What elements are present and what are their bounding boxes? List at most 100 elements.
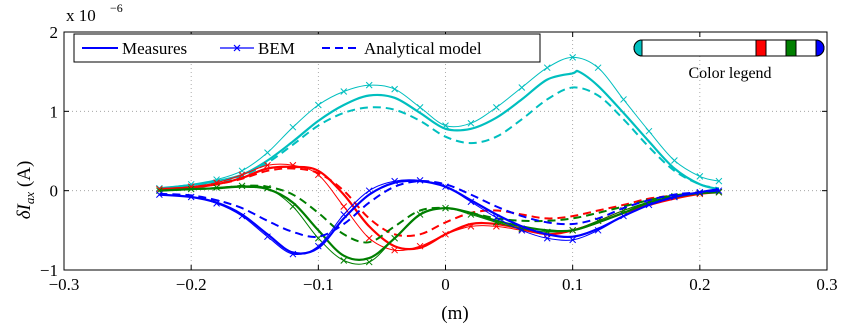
cyan-bem-marker (594, 64, 602, 72)
y-axis-label: δIax (A) (14, 161, 37, 220)
series-layer (156, 54, 723, 266)
cyan-bem-marker (442, 122, 449, 129)
y-exponent-label: x 10 (66, 6, 96, 25)
color-legend-cyan (633, 39, 643, 57)
color-legend-green (785, 39, 797, 57)
green-bem-marker (340, 257, 348, 264)
cyan-bem-line (159, 56, 720, 189)
color-legend: Color legend (633, 39, 825, 82)
green-bem-marker (213, 184, 220, 191)
cyan-bem-marker (467, 119, 475, 127)
cyan-bem-marker (715, 177, 723, 185)
color-legend-label: Color legend (688, 65, 771, 82)
legend-box (73, 33, 541, 63)
x-axis-label: (m) (441, 303, 468, 324)
blue-bem-marker (365, 187, 373, 195)
red-bem-marker (365, 234, 373, 242)
green-bem-marker (187, 185, 195, 193)
red-bem-marker (340, 203, 348, 210)
blue-bem-marker (715, 187, 723, 195)
cyan-bem-marker (569, 54, 577, 61)
blue-bem-marker (213, 200, 220, 207)
cyan-measures-line (159, 69, 720, 191)
green-bem-marker (391, 234, 398, 242)
cyan-bem-marker (645, 127, 653, 135)
green-bem-marker (569, 226, 577, 234)
blue-bem-marker (518, 226, 526, 234)
red-analytical-line (159, 167, 719, 238)
y-tick-label: 2 (50, 23, 59, 42)
blue-bem-marker (696, 188, 704, 196)
red-bem-marker (264, 161, 271, 169)
cyan-bem-marker (620, 96, 627, 103)
svg-text:δIax (A): δIax (A) (14, 161, 37, 220)
blue-bem-marker (442, 183, 449, 191)
green-bem-marker (314, 234, 322, 242)
x-tick-label: −0.1 (303, 275, 334, 294)
y-exponent-power: −6 (110, 1, 123, 15)
y-ticks: −1 0 1 2 (40, 23, 827, 280)
red-bem-marker (416, 242, 424, 250)
red-bem-marker (467, 223, 475, 230)
y-axis-label-unit: (A) (14, 161, 35, 192)
x-ticks: −0.3 −0.2 −0.1 0 0.1 0.2 0.3 (49, 32, 838, 294)
cyan-bem-marker (416, 104, 424, 111)
cyan-bem-marker (518, 84, 526, 91)
y-axis-label-sub: ax (22, 192, 37, 205)
cyan-bem-marker (543, 64, 551, 72)
red-bem-marker (314, 171, 322, 179)
blue-analytical-line (159, 180, 719, 238)
cyan-bem-marker (314, 101, 322, 109)
y-axis-label-main: δI (14, 202, 35, 219)
cyan-bem-marker (289, 123, 297, 131)
blue-bem-marker (314, 242, 322, 250)
blue-bem-marker (543, 234, 551, 242)
color-legend-blue (815, 39, 825, 57)
cyan-bem-marker (493, 104, 500, 111)
cyan-bem-marker (213, 176, 220, 183)
legend-analytical-label: Analytical model (364, 39, 482, 58)
legend: Measures BEM Analytical model (73, 33, 541, 63)
blue-bem-marker (671, 193, 678, 201)
legend-measures-label: Measures (122, 39, 187, 58)
x-tick-label: 0.3 (816, 275, 837, 294)
green-bem-marker (467, 211, 475, 218)
blue-bem-marker (467, 198, 475, 206)
green-bem-marker (238, 182, 246, 190)
x-tick-label: −0.3 (49, 275, 80, 294)
green-measures-line (159, 185, 719, 261)
green-bem-marker (264, 184, 271, 192)
blue-bem-marker (156, 191, 163, 198)
x-tick-label: 0 (441, 275, 450, 294)
x-tick-label: 0.1 (562, 275, 583, 294)
blue-bem-marker (391, 177, 398, 185)
blue-bem-marker (238, 212, 246, 220)
legend-bem-label: BEM (258, 39, 295, 58)
green-bem-marker (416, 211, 424, 218)
cyan-bem-marker (671, 157, 678, 164)
red-bem-marker (442, 230, 449, 238)
green-bem-marker (442, 204, 449, 212)
blue-bem-marker (187, 193, 195, 201)
cyan-bem-marker (264, 149, 271, 156)
blue-bem-marker (264, 233, 271, 241)
green-bem-line (159, 185, 719, 265)
cyan-bem-marker (365, 81, 373, 89)
blue-bem-marker (645, 201, 653, 209)
green-bem-marker (289, 203, 297, 210)
cyan-bem-marker (340, 88, 348, 95)
cyan-bem-marker (391, 85, 398, 93)
blue-bem-marker (340, 211, 348, 218)
green-bem-marker (365, 258, 373, 266)
cyan-bem-marker (696, 173, 704, 180)
legend-bem-marker (233, 44, 241, 52)
y-tick-label: −1 (40, 261, 58, 280)
y-tick-label: 0 (50, 182, 59, 201)
green-bem-marker (493, 219, 500, 226)
blue-bem-marker (620, 212, 627, 220)
blue-bem-marker (493, 214, 500, 221)
color-legend-red (755, 39, 767, 57)
x-tick-label: 0.2 (689, 275, 710, 294)
blue-bem-marker (289, 250, 297, 258)
